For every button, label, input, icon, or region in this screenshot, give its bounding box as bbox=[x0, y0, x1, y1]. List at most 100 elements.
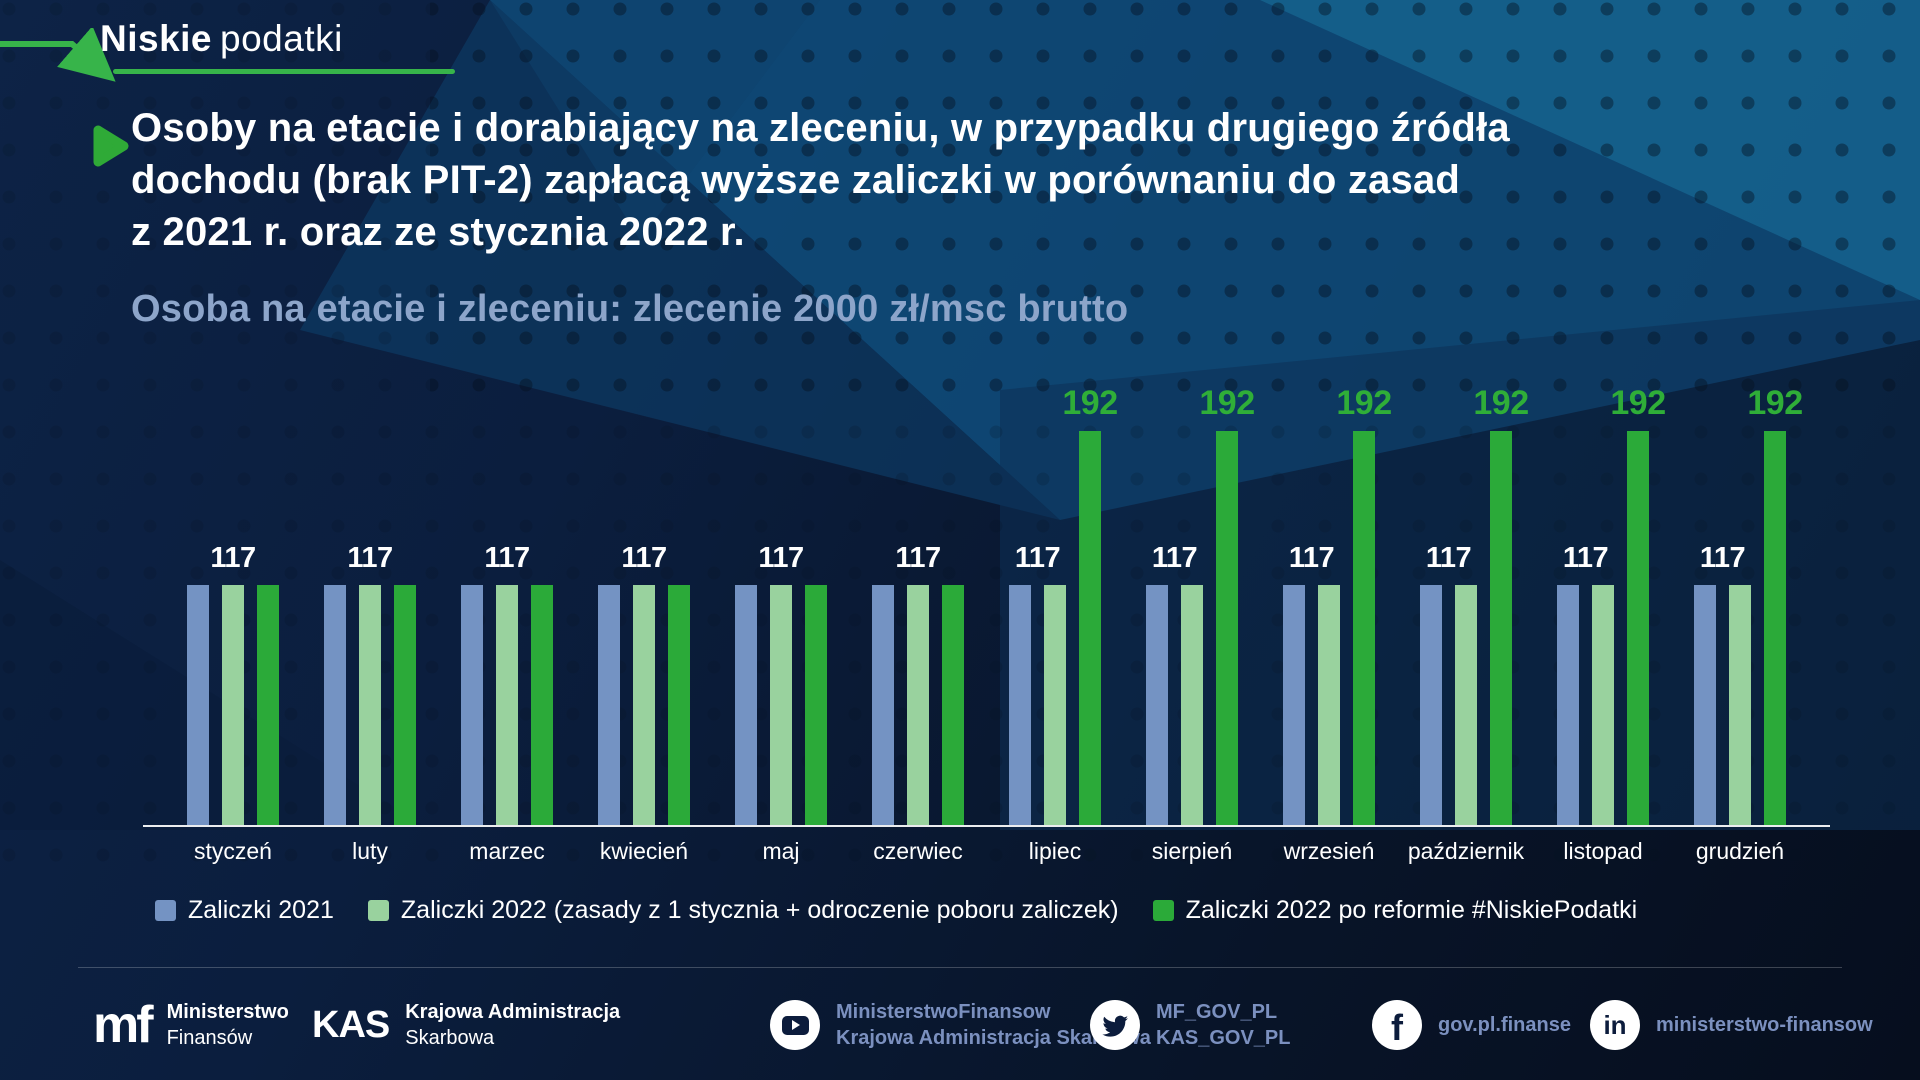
bar-group: 117 styczeń bbox=[187, 375, 279, 864]
facebook-handle-block: f gov.pl.finanse bbox=[1372, 985, 1571, 1065]
bar-series-0 bbox=[1009, 585, 1031, 825]
bar-series-2 bbox=[1079, 431, 1101, 825]
bar-series-2 bbox=[1490, 431, 1512, 825]
bar-series-0 bbox=[1146, 585, 1168, 825]
bar-group: 117 czerwiec bbox=[872, 375, 964, 864]
bar-series-1 bbox=[633, 585, 655, 825]
bar-group: 117 192 lipiec bbox=[1009, 375, 1118, 864]
bar-series-0 bbox=[872, 585, 894, 825]
brand-logo: Niskie podatki bbox=[100, 18, 343, 60]
bar-series-1 bbox=[1455, 585, 1477, 825]
bar-series-2 bbox=[1627, 431, 1649, 825]
bar-chart: 117 styczeń 117 luty 117 marzec 117 kwiecień 117… bbox=[143, 375, 1830, 864]
facebook-handle: gov.pl.finanse bbox=[1438, 1014, 1571, 1036]
bar-value-label: 117 bbox=[1151, 542, 1198, 575]
bar-group: 117 192 październik bbox=[1408, 375, 1529, 864]
bars bbox=[461, 585, 553, 825]
bars bbox=[1694, 431, 1786, 825]
brand-arrow-icon bbox=[0, 28, 116, 82]
bar-series-0 bbox=[1283, 585, 1305, 825]
linkedin-handle: ministerstwo-finansow bbox=[1656, 1014, 1873, 1036]
month-label: sierpień bbox=[1151, 838, 1233, 864]
bar-series-2 bbox=[1353, 431, 1375, 825]
bar-series-2 bbox=[668, 585, 690, 825]
bar-value-label: 117 bbox=[758, 542, 804, 575]
bars bbox=[735, 585, 827, 825]
mf-logo-icon: mf bbox=[93, 995, 154, 1054]
bar-series-1 bbox=[770, 585, 792, 825]
mf-name-line1: Ministerstwo bbox=[166, 1001, 289, 1023]
legend-label: Zaliczki 2021 bbox=[188, 896, 334, 924]
bar-series-1 bbox=[1592, 585, 1614, 825]
bar-value-label: 117 bbox=[210, 542, 256, 575]
legend-item-2: Zaliczki 2022 po reformie #NiskiePodatki bbox=[1152, 896, 1638, 925]
bars bbox=[598, 585, 690, 825]
kas-logo-block: KAS Krajowa Administracja Skarbowa bbox=[312, 985, 620, 1065]
bar-value-label-reform: 192 bbox=[1473, 384, 1529, 423]
bar-group: 117 marzec bbox=[461, 375, 553, 864]
chart-legend: Zaliczki 2021 Zaliczki 2022 (zasady z 1 s… bbox=[155, 896, 1637, 925]
mf-name-line2: Finansów bbox=[166, 1027, 253, 1049]
brand-bold: Niskie bbox=[100, 18, 213, 59]
bar-series-1 bbox=[222, 585, 244, 825]
month-label: grudzień bbox=[1695, 838, 1785, 864]
legend-item-1: Zaliczki 2022 (zasady z 1 stycznia + odr… bbox=[367, 896, 1119, 925]
bar-series-0 bbox=[1420, 585, 1442, 825]
month-label: październik bbox=[1407, 838, 1525, 864]
bar-value-label-reform: 192 bbox=[1610, 384, 1666, 423]
bar-series-0 bbox=[324, 585, 346, 825]
bar-value-label: 117 bbox=[1288, 542, 1335, 575]
bar-series-1 bbox=[1181, 585, 1203, 825]
legend-label: Zaliczki 2022 (zasady z 1 stycznia + odr… bbox=[400, 896, 1119, 924]
facebook-icon: f bbox=[1372, 1000, 1422, 1050]
youtube-handle-block: MinisterstwoFinansow Krajowa Administrac… bbox=[770, 985, 1151, 1065]
bar-series-0 bbox=[1694, 585, 1716, 825]
bar-value-label: 117 bbox=[347, 542, 393, 575]
month-label: lipiec bbox=[1028, 838, 1082, 864]
month-label: czerwiec bbox=[873, 838, 963, 864]
chart-subtitle: Osoba na etacie i zleceniu: zlecenie 200… bbox=[131, 288, 1129, 330]
ministry-of-finance-logo-block: mf Ministerstwo Finansów bbox=[93, 985, 289, 1065]
bar-series-1 bbox=[496, 585, 518, 825]
youtube-handle-line2: Krajowa Administracja Skarbowa bbox=[836, 1027, 1151, 1049]
month-label: kwiecień bbox=[599, 838, 689, 864]
bar-value-label: 117 bbox=[1014, 542, 1061, 575]
bar-value-label: 117 bbox=[1425, 542, 1472, 575]
bar-series-0 bbox=[1557, 585, 1579, 825]
bar-group: 117 192 sierpień bbox=[1146, 375, 1255, 864]
bar-series-2 bbox=[1216, 431, 1238, 825]
bar-value-label: 117 bbox=[621, 542, 667, 575]
footer-divider bbox=[78, 967, 1842, 968]
play-bullet-icon bbox=[93, 125, 129, 167]
month-label: listopad bbox=[1563, 838, 1643, 864]
linkedin-handle-block: in ministerstwo-finansow bbox=[1590, 985, 1873, 1065]
bar-group: 117 192 wrzesień bbox=[1283, 375, 1392, 864]
bars bbox=[1283, 431, 1375, 825]
footer: mf Ministerstwo Finansów KAS Krajowa Adm… bbox=[0, 985, 1920, 1075]
bars bbox=[1009, 431, 1101, 825]
kas-logo-icon: KAS bbox=[312, 1003, 390, 1046]
month-label: marzec bbox=[469, 838, 545, 864]
bar-value-label-reform: 192 bbox=[1199, 384, 1255, 423]
bar-group: 117 192 listopad bbox=[1557, 375, 1666, 864]
legend-swatch bbox=[1152, 900, 1174, 921]
bar-series-1 bbox=[1729, 585, 1751, 825]
twitter-icon bbox=[1090, 1000, 1140, 1050]
legend-swatch bbox=[155, 900, 176, 921]
bar-value-label: 117 bbox=[895, 542, 941, 575]
month-label: luty bbox=[352, 838, 388, 864]
brand-underline bbox=[113, 69, 455, 74]
bars bbox=[1557, 431, 1649, 825]
bar-series-1 bbox=[1318, 585, 1340, 825]
bar-series-2 bbox=[531, 585, 553, 825]
bars bbox=[1146, 431, 1238, 825]
twitter-handle-block: MF_GOV_PL KAS_GOV_PL bbox=[1090, 985, 1290, 1065]
month-label: wrzesień bbox=[1283, 838, 1375, 864]
legend-label: Zaliczki 2022 po reformie #NiskiePodatki bbox=[1185, 896, 1638, 924]
bar-value-label: 117 bbox=[484, 542, 530, 575]
bar-series-1 bbox=[1044, 585, 1066, 825]
bar-group: 117 maj bbox=[735, 375, 827, 864]
bars bbox=[1420, 431, 1512, 825]
bar-series-0 bbox=[735, 585, 757, 825]
